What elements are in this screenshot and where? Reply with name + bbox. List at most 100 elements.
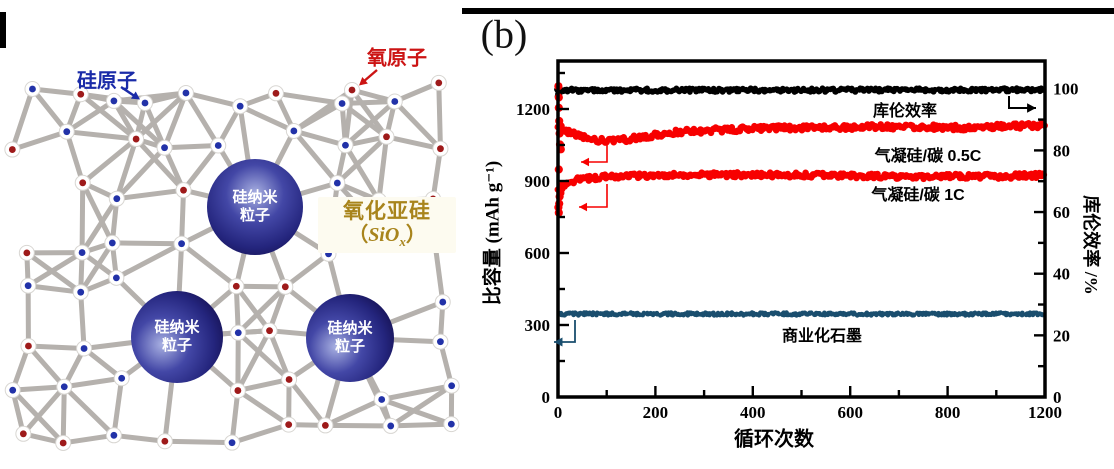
bond-edge [349,87,389,140]
data-point [589,312,595,317]
y-right-tick-label: 20 [1053,326,1070,345]
bond-edge [291,128,340,186]
silicon-atom-node [387,422,395,430]
bond-edge [183,90,243,109]
y-left-tick-label: 600 [525,244,551,263]
oxygen-atom-node [321,422,329,429]
silicon-atom-node [439,298,447,306]
bond-edge [322,422,394,429]
bond-edge [286,376,328,428]
y-right-tick-label: 80 [1053,141,1070,160]
legend-aerogel-si-c-0p5c: 气凝硅/碳 0.5C [874,148,982,165]
bond-edge [181,143,221,193]
legend-commercial-graphite: 商业化石墨 [781,328,863,345]
silicon-atom-node [378,396,386,403]
oxygen-atom-node [285,376,293,383]
bond-edge [233,283,273,334]
siox-label-line1: 氧化亚硅 [343,199,431,223]
series-气凝硅/碳 0.5C [554,82,1048,154]
silicon-atom-node [178,240,185,248]
x-tick-label: 800 [935,403,961,422]
data-point [956,311,962,316]
cycling-performance-chart: 0 200 400 600 800 120003006009001200020406080… [516,59,1079,422]
o-atom-pointer-arrowhead [359,77,368,86]
bond-edge [322,396,385,428]
bond-edge [436,80,443,152]
oxygen-atom-node [59,439,67,447]
bond-edge [179,187,187,247]
silicon-atom-node [214,142,222,149]
oxygen-atom-node [383,133,390,141]
silicon-atom-node [391,98,399,105]
bond-edge [25,343,87,351]
siox-callout-box: 氧化亚硅 （SiOx） [318,197,456,253]
bond-edge [179,241,239,289]
bond-edge [142,100,168,151]
axis-pointer-arrowhead [579,202,588,212]
oxygen-atom-node [435,79,443,87]
data-point [1019,312,1025,318]
y-left-tick-label: 0 [542,388,551,407]
bond-edge [29,86,84,97]
series-库伦效率 [554,85,1047,101]
legend-coulombic-efficiency: 库伦效率 [872,103,938,120]
tick-labels: 0 200 400 600 800 120003006009001200020406080… [516,80,1079,422]
oxygen-atom-node [281,283,289,291]
silicon-atom-node [290,127,298,135]
data-point [1003,312,1009,318]
y-right-tick-label: 60 [1053,203,1070,222]
x-tick-label: 600 [837,403,863,422]
silicon-atom-node [63,128,71,136]
silicon-atom-node [80,345,88,352]
oxygen-atom-node [161,437,169,445]
series-气凝硅/碳 1C [554,165,1048,217]
y-right-tick-label: 40 [1053,265,1070,284]
data-point [765,312,771,318]
oxygen-atom-node [348,86,356,94]
bond-edge [183,90,221,149]
plot-frame [556,59,1047,399]
oxygen-atom-node [437,145,444,153]
y-right-tick-label: 100 [1053,80,1079,99]
bond-edge [20,384,67,437]
left-border-artifact [0,12,6,48]
axis-pointer-line [581,141,608,163]
bond-edge [25,343,67,390]
bond-edge [29,86,70,135]
axis-ticks [556,71,1047,399]
bond-edge [235,328,273,394]
bond-edge [9,86,35,153]
silicon-atom-node [437,338,444,346]
y-right-tick-label: 0 [1053,388,1062,407]
silicon-atom-node [236,102,244,110]
x-tick-label: 400 [740,403,766,422]
oxygen-atom-node [234,387,242,394]
bond-edge [291,128,348,148]
legend-aerogel-si-c-1c: 气凝硅/碳 1C [871,187,965,204]
silicon-atom-node [77,288,85,296]
bond-edge [388,421,454,429]
axis-pointer-arrowhead [1027,103,1036,113]
axis-pointer-line [579,184,608,208]
bond-edge [64,129,139,142]
silicon-atom-node [112,274,120,282]
series-商业化石墨 [556,310,1046,318]
bond-edge [235,284,288,336]
silicon-atom-node [448,382,456,390]
bond-edge [114,145,168,202]
oxygen-atom-node [25,342,32,350]
oxygen-atom-label: 氧原子 [367,47,427,70]
y-left-tick-label: 1200 [516,100,550,119]
silicon-atom-node [182,89,190,97]
siox-subscript: x [399,234,406,250]
oxygen-atom-node [232,282,240,290]
bond-edge [430,146,443,202]
bond-edge [342,87,355,148]
silicon-nanoparticle-sphere [207,159,303,255]
bond-edge [133,136,187,193]
oxygen-atom-node [285,421,293,429]
bond-edge [133,90,189,142]
silicon-atom-node [118,374,126,382]
bond-edge [114,187,187,202]
